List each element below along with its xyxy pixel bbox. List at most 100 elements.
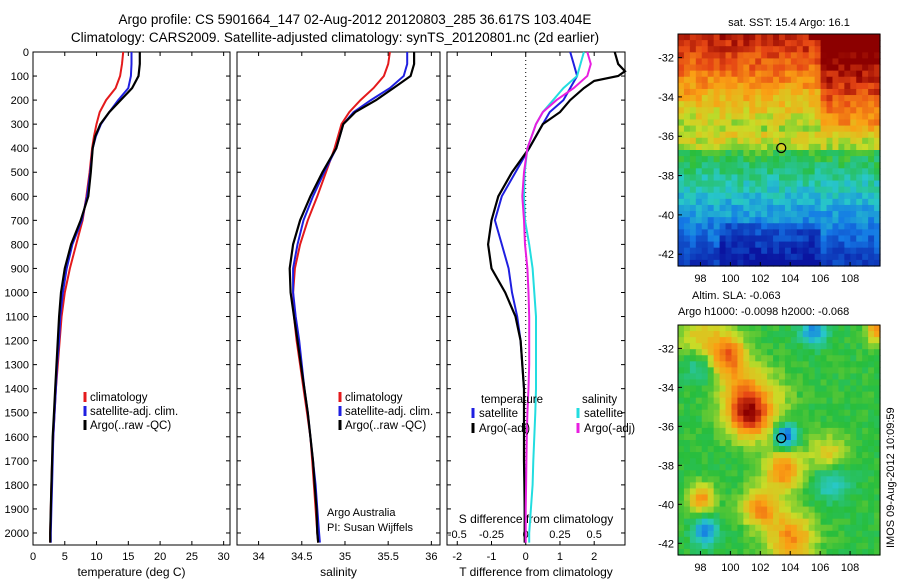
sst_map-cell xyxy=(850,168,857,176)
depth-tick-label: 1300 xyxy=(5,360,29,372)
sst_map-cell xyxy=(695,217,703,224)
sla_map-cell xyxy=(832,337,840,344)
sst_map-cell xyxy=(838,229,845,237)
sst_map-cell xyxy=(683,82,691,90)
sst_map-cell xyxy=(874,186,881,194)
sla_map-cell xyxy=(683,397,691,405)
sla_map-cell xyxy=(832,379,840,387)
sst_map-cell xyxy=(844,143,851,151)
sla_map-cell xyxy=(820,373,828,381)
sla_map-cell xyxy=(683,373,691,381)
sst_map-cell xyxy=(868,64,875,72)
sst_map-cell xyxy=(725,119,733,127)
sla_map-cell xyxy=(767,355,774,362)
sst_map-cell xyxy=(784,95,792,102)
sst_map-cell xyxy=(796,198,804,206)
sst_map-cell xyxy=(767,204,774,212)
sst_map-cell xyxy=(784,235,792,243)
sla_map-cell xyxy=(707,548,715,556)
sst_map-cell xyxy=(779,174,786,182)
sst_map-cell xyxy=(808,131,816,139)
sla_map-cell xyxy=(838,409,845,417)
sst_map-cell xyxy=(749,150,756,157)
sst_map-cell xyxy=(838,82,845,90)
sla_map-cell xyxy=(737,530,744,538)
sst_map-cell xyxy=(850,192,857,200)
sla_map-cell xyxy=(826,488,834,496)
sla_map-cell xyxy=(874,325,881,332)
sla_map-cell xyxy=(725,512,733,520)
sla_map-cell xyxy=(713,500,721,508)
sst_map-cell xyxy=(737,217,744,224)
sst_map-cell xyxy=(874,247,881,255)
sla_map-cell xyxy=(796,494,804,502)
salinity-series-line xyxy=(292,51,391,543)
sst_map-cell xyxy=(695,82,703,90)
sst_map-cell xyxy=(707,143,715,151)
difference-series-line xyxy=(521,51,592,543)
sla_map-cell xyxy=(802,337,810,344)
sla_map-cell xyxy=(808,488,816,496)
sla_map-cell xyxy=(844,349,851,356)
sla_map-cell xyxy=(802,355,810,362)
sla_map-cell xyxy=(820,476,828,483)
sla_map-cell xyxy=(749,397,756,405)
sst_map-cell xyxy=(808,46,816,53)
sla_map-cell xyxy=(808,452,816,459)
sla_map-cell xyxy=(856,385,863,393)
sst_map-cell xyxy=(683,95,691,102)
sla_map-cell xyxy=(707,403,715,411)
sla_map-cell xyxy=(731,421,739,429)
sst_map-cell xyxy=(719,82,727,90)
sla_map-cell xyxy=(814,488,822,496)
sst_map-cell xyxy=(761,223,768,230)
sla_map-cell xyxy=(689,349,697,356)
sst_map-cell xyxy=(796,186,804,194)
sla_map-cell xyxy=(826,524,834,532)
sla_map-cell xyxy=(678,524,685,532)
sst_map-cell xyxy=(773,52,780,60)
sla-map-panel: 98 100 102 104 106 108-32-34-36-38-40-42Altim… xyxy=(658,290,881,574)
sla_map-cell xyxy=(868,458,875,465)
figure-title-line-1: Argo profile: CS 5901664_147 02-Aug-2012… xyxy=(119,12,592,27)
sst_map-cell xyxy=(826,119,834,127)
sla_map-cell xyxy=(737,476,744,483)
sla_map-cell xyxy=(767,536,774,544)
sla_map-cell xyxy=(862,433,869,441)
sla_map-cell xyxy=(814,343,822,350)
sla_map-cell xyxy=(868,361,875,368)
sst_map-cell xyxy=(820,131,828,139)
sla_map-cell xyxy=(832,452,840,459)
sla_map-cell xyxy=(761,349,768,356)
sla_map-cell xyxy=(683,391,691,399)
sla_map-cell xyxy=(814,500,822,508)
sla_map-cell xyxy=(737,379,744,387)
sst_map-cell xyxy=(790,34,798,41)
sst_map-cell xyxy=(868,58,875,66)
sla_map-cell xyxy=(868,518,875,526)
sla_map-cell xyxy=(767,494,774,502)
sla_map-cell xyxy=(773,440,780,447)
sst_map-cell xyxy=(701,88,709,96)
sst_map-cell xyxy=(737,253,744,261)
sst_map-cell xyxy=(767,34,774,41)
sst_map-cell xyxy=(814,34,822,41)
sst_map-cell xyxy=(713,40,721,47)
sst_map-cell xyxy=(701,137,709,145)
sst_map-cell xyxy=(689,70,697,78)
sst_map-cell xyxy=(701,143,709,151)
sst_map-cell xyxy=(784,259,792,267)
sst_map-cell xyxy=(808,125,816,133)
sla_map-cell xyxy=(796,452,804,459)
sla_map-xtick-label: 104 xyxy=(781,562,799,574)
sla_map-cell xyxy=(713,530,721,538)
sla_map-cell xyxy=(695,325,703,332)
sst_map-cell xyxy=(856,241,863,249)
sla_map-cell xyxy=(814,397,822,405)
sst_map-cell xyxy=(844,174,851,182)
sla_map-cell xyxy=(743,458,750,465)
sst_map-cell xyxy=(743,162,750,169)
sst_map-cell xyxy=(802,40,810,47)
sla_map-cell xyxy=(838,391,845,399)
sst_map-cell xyxy=(850,107,857,114)
